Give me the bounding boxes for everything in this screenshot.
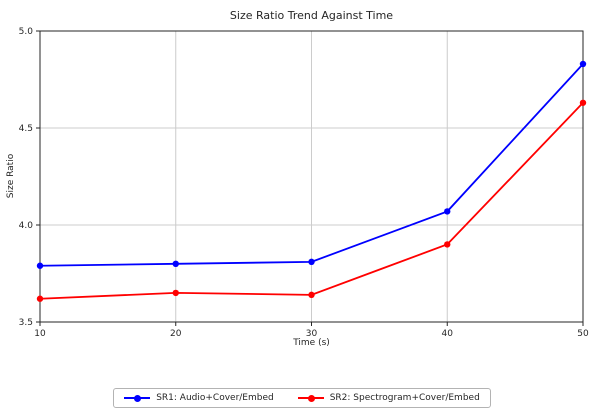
line-chart-plot-area: 10 20 30 40 50 3.5 4.0 4.5 5.0 [19,27,589,339]
sr1-line-marker-icon [124,394,151,402]
data-point-marker [579,99,587,106]
data-point-marker [308,291,315,299]
x-tick-label: 50 [577,329,589,339]
y-tick-label: 4.0 [19,221,34,231]
x-tick-label: 20 [170,329,182,339]
data-point-marker [308,258,315,266]
y-axis-label: Size Ratio [6,153,16,199]
legend-label-sr1: SR1: Audio+Cover/Embed [156,393,274,403]
data-point-marker [172,289,179,297]
legend: SR1: Audio+Cover/Embed SR2: Spectrogram+… [113,388,491,408]
legend-item-sr2: SR2: Spectrogram+Cover/Embed [297,393,480,403]
data-point-marker [36,262,44,269]
x-tick-label: 10 [34,329,46,339]
plot-spines [39,30,584,323]
legend-label-sr2: SR2: Spectrogram+Cover/Embed [329,393,480,403]
chart-title: Size Ratio Trend Against Time [229,9,394,22]
y-tick-label: 4.5 [19,124,33,134]
data-point-marker [36,295,44,302]
y-tick-label: 5.0 [19,27,34,37]
data-point-marker [444,208,451,215]
legend-row: SR1: Audio+Cover/Embed SR2: Spectrogram+… [0,388,604,408]
data-point-marker [579,60,587,68]
y-tick-label: 3.5 [19,318,33,328]
x-tick-label: 40 [442,329,454,339]
data-point-marker [172,260,179,267]
x-tick-label: 30 [306,329,318,339]
sr2-line-marker-icon [297,394,324,402]
legend-item-sr1: SR1: Audio+Cover/Embed [124,393,274,403]
x-axis-label: Time (s) [293,338,330,348]
data-point-marker [444,241,451,248]
